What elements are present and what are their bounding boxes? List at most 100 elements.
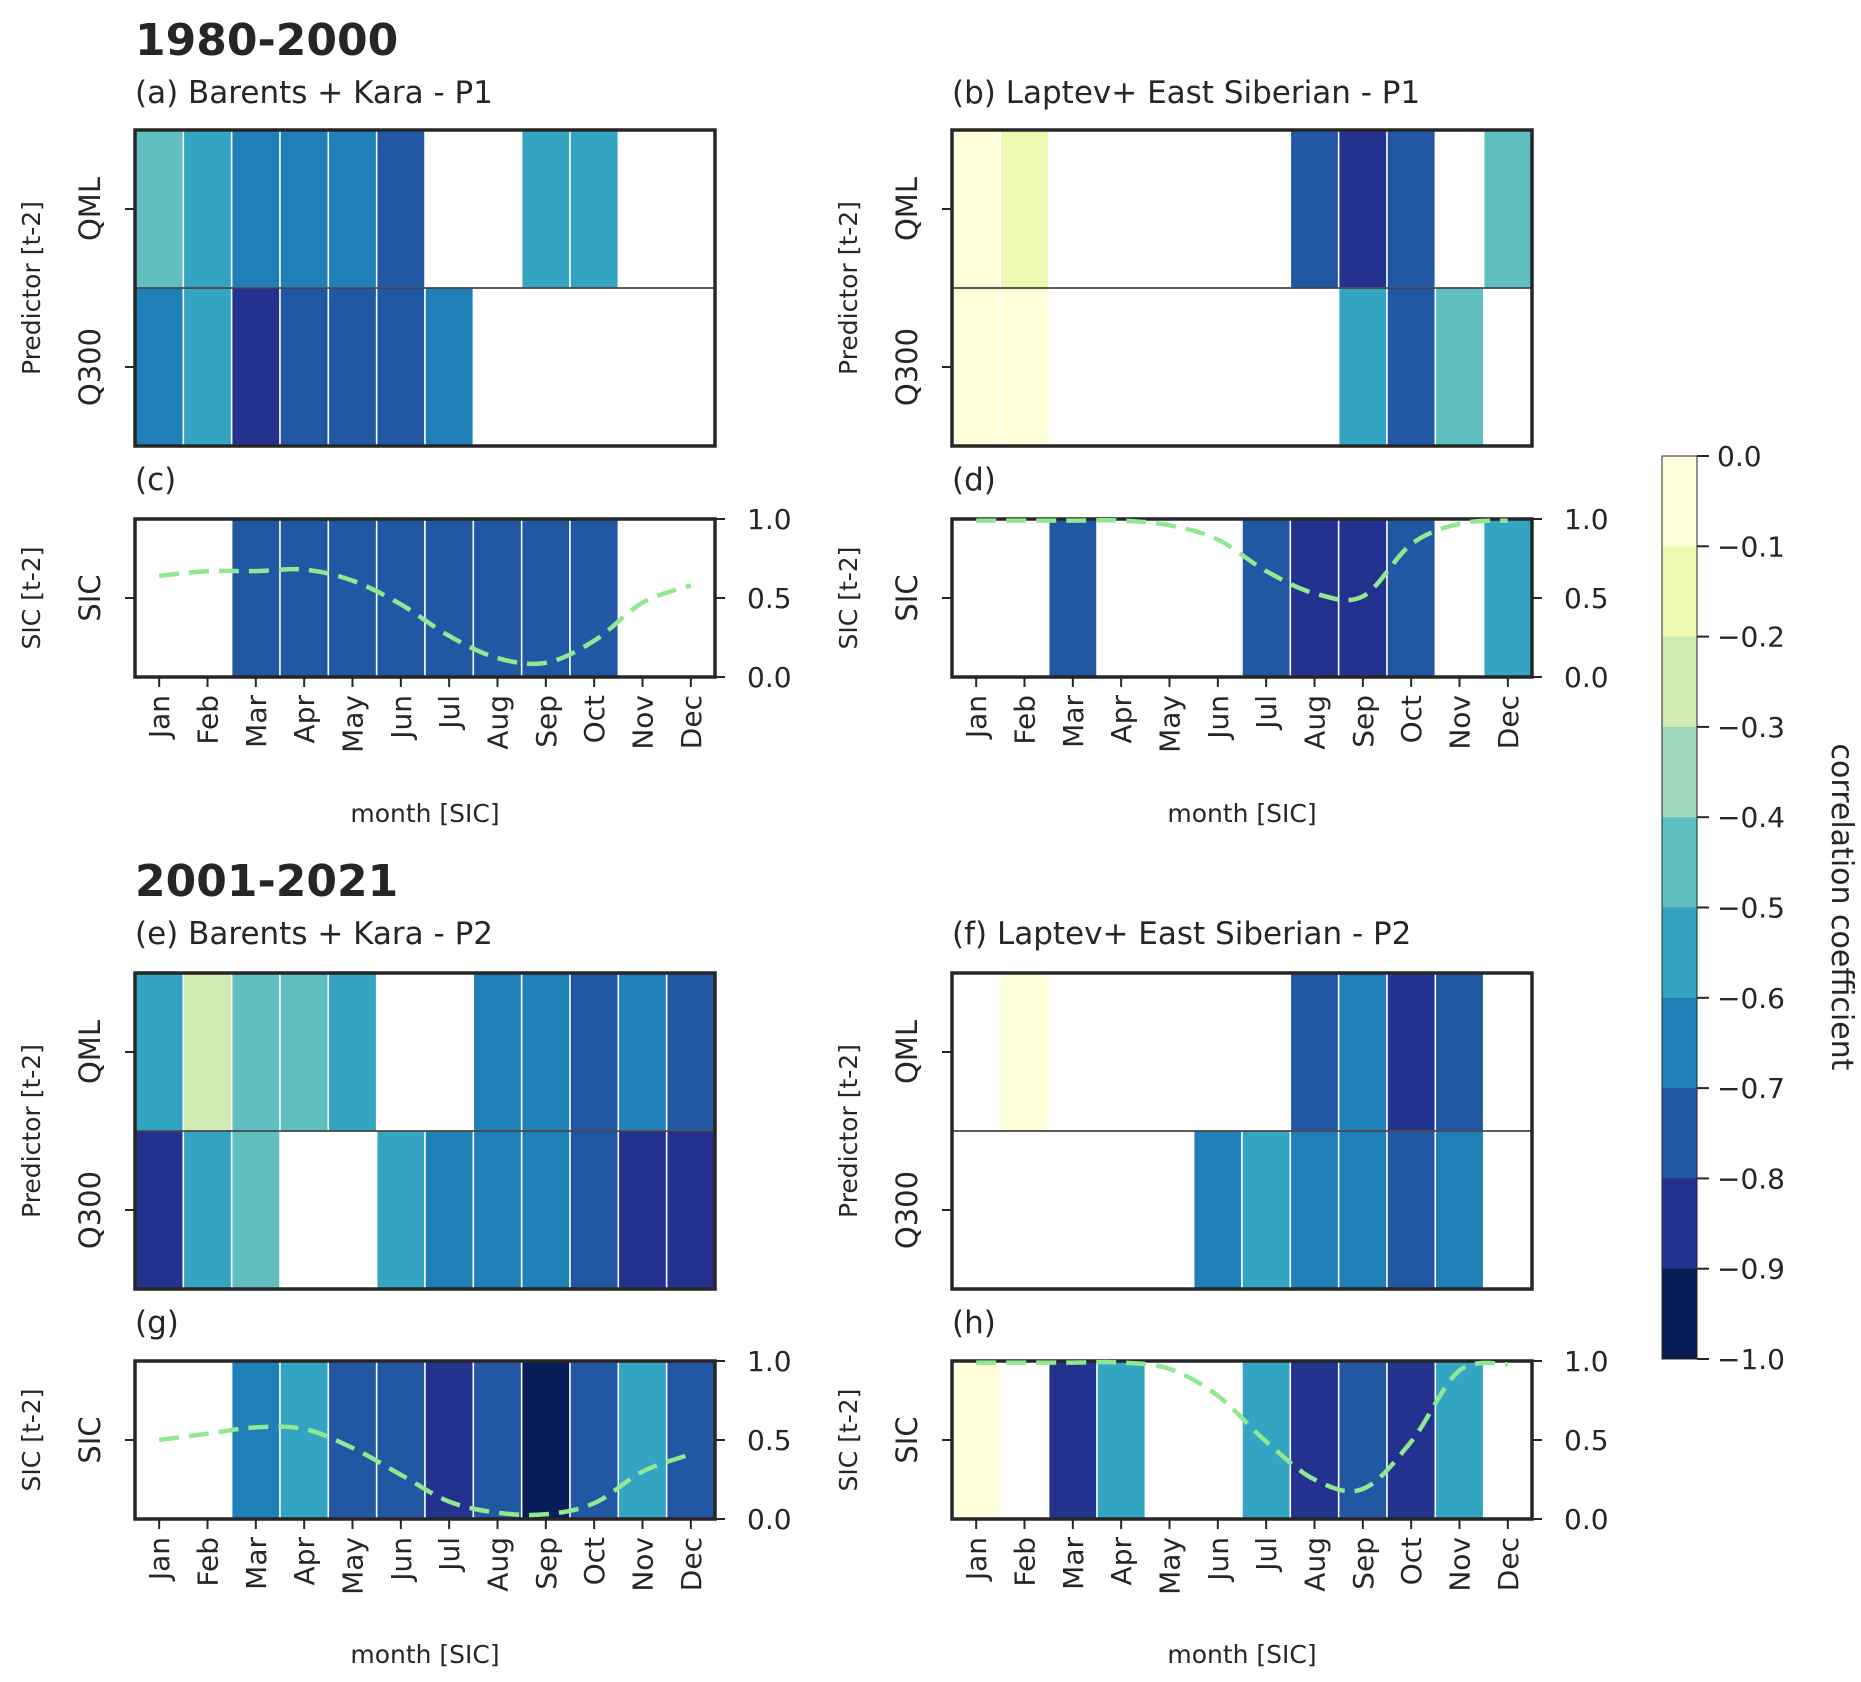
cell-h-sic-nov (1434, 1360, 1485, 1520)
cell-g-sic-sep (520, 1360, 571, 1520)
month-label-c-aug: Aug (482, 695, 515, 750)
sic-panel-d: (d) Jan Feb Mar Apr May Jun Jul Aug Sep Oct Nov Dec… (834, 462, 1609, 828)
cell-a-q300-jan (134, 287, 185, 447)
xlabel-c: month [SIC] (350, 799, 499, 828)
month-label-h-sep: Sep (1347, 1537, 1380, 1590)
month-label-h-dec: Dec (1492, 1537, 1525, 1591)
cell-a-qml-feb (182, 129, 233, 289)
row-label-sic-g: SIC (73, 1416, 107, 1463)
panel-title-d: (d) (952, 462, 996, 498)
month-label-h-nov: Nov (1444, 1537, 1477, 1592)
colorbar-tick-label-4: −0.4 (1717, 801, 1785, 834)
colorbar-segment-2 (1662, 636, 1697, 728)
cell-d-sic-mar (1047, 518, 1098, 678)
cell-b-qml-feb (999, 129, 1050, 289)
row-label-qml-f: QML (890, 1020, 924, 1084)
ylabel-h: SIC [t-2] (834, 1389, 863, 1492)
row-label-q300-f: Q300 (890, 1171, 924, 1249)
cell-h-sic-sep (1337, 1360, 1388, 1520)
month-label-d-may: May (1154, 695, 1187, 753)
row-label-q300-a: Q300 (73, 328, 107, 406)
cell-e-qml-aug (472, 972, 523, 1132)
cell-e-qml-jan (134, 972, 185, 1132)
ylabel-c: SIC [t-2] (17, 547, 46, 650)
month-label-d-dec: Dec (1492, 695, 1525, 749)
cell-c-sic-sep (520, 518, 571, 678)
sic-panel-h: (h) Jan Feb Mar Apr May Jun Jul Aug Sep Oct Nov Dec… (834, 1305, 1609, 1669)
cell-g-sic-mar (230, 1360, 281, 1520)
xlabel-d: month [SIC] (1167, 799, 1316, 828)
sic-axis-ticks-g: 0.0 0.5 1.0 (715, 1345, 792, 1536)
month-label-g-may: May (337, 1537, 370, 1595)
cell-b-q300-sep (1337, 287, 1388, 447)
cell-b-qml-jan (951, 129, 1002, 289)
colorbar-tick-label-1: −0.1 (1717, 530, 1785, 563)
cell-c-sic-jun (375, 518, 426, 678)
month-label-g-jun: Jun (385, 1537, 418, 1583)
cell-f-q300-aug (1289, 1130, 1340, 1290)
cell-e-q300-sep (520, 1130, 571, 1290)
cell-g-sic-dec (665, 1360, 716, 1520)
row-label-qml-b: QML (890, 177, 924, 241)
month-label-c-may: May (337, 695, 370, 753)
ylabel-b: Predictor [t-2] (834, 201, 863, 375)
month-label-h-may: May (1154, 1537, 1187, 1595)
ylabel-d: SIC [t-2] (834, 547, 863, 650)
cell-b-qml-aug (1289, 129, 1340, 289)
month-label-g-apr: Apr (288, 1537, 321, 1586)
ylabel-g: SIC [t-2] (17, 1389, 46, 1492)
cell-f-qml-feb (999, 972, 1050, 1132)
colorbar-tick-label-0: 0.0 (1717, 440, 1762, 473)
sic-panel-c: (c) Jan Feb Mar Apr May Jun Jul Aug Sep Oct Nov Dec… (17, 462, 792, 828)
heatmap-cells-g (230, 1360, 716, 1520)
colorbar-segment-0 (1662, 456, 1697, 547)
row-label-sic-d: SIC (890, 574, 924, 621)
colorbar-label: correlation coefficient (1824, 744, 1859, 1071)
cell-a-qml-jun (375, 129, 426, 289)
cell-c-sic-oct (569, 518, 620, 678)
colorbar-tick-label-5: −0.5 (1717, 892, 1785, 925)
cell-a-q300-jul (424, 287, 475, 447)
cell-a-q300-apr (279, 287, 330, 447)
cell-a-qml-oct (569, 129, 620, 289)
sic-tick-label-c-1: 0.5 (747, 582, 792, 615)
colorbar-segment-5 (1662, 907, 1697, 999)
cell-c-sic-jul (424, 518, 475, 678)
month-label-d-aug: Aug (1299, 695, 1332, 750)
cell-b-q300-feb (999, 287, 1050, 447)
cell-e-qml-dec (665, 972, 716, 1132)
cell-h-sic-apr (1096, 1360, 1147, 1520)
row-label-sic-c: SIC (73, 574, 107, 621)
cell-f-qml-nov (1434, 972, 1485, 1132)
month-label-c-apr: Apr (288, 695, 321, 744)
cell-f-q300-sep (1337, 1130, 1388, 1290)
cell-c-sic-apr (279, 518, 330, 678)
cell-g-sic-may (327, 1360, 378, 1520)
sic-tick-label-h-0: 0.0 (1564, 1503, 1609, 1536)
sic-tick-label-d-1: 0.5 (1564, 582, 1609, 615)
month-label-g-mar: Mar (240, 1537, 273, 1590)
heatmap-cells-a (134, 129, 620, 447)
month-label-c-dec: Dec (675, 695, 708, 749)
month-label-c-mar: Mar (240, 695, 273, 748)
colorbar-tick-label-10: −1.0 (1717, 1343, 1785, 1376)
colorbar-segment-7 (1662, 1088, 1697, 1179)
sic-tick-label-g-0: 0.0 (747, 1503, 792, 1536)
cell-e-q300-feb (182, 1130, 233, 1290)
row-label-qml-a: QML (73, 177, 107, 241)
cell-c-sic-may (327, 518, 378, 678)
cell-d-sic-oct (1386, 518, 1437, 678)
colorbar-segment-9 (1662, 1268, 1697, 1360)
cell-d-sic-jul (1241, 518, 1292, 678)
cell-e-qml-sep (520, 972, 571, 1132)
colorbar-tick-label-3: −0.3 (1717, 711, 1785, 744)
colorbar-ticks: 0.0 −0.1 −0.2 −0.3 −0.4 −0.5 −0.6 −0.7 −0.8 −0.9 −… (1697, 440, 1785, 1376)
heatmap-cells-h (951, 1360, 1485, 1520)
month-label-h-jul: Jul (1250, 1537, 1283, 1573)
colorbar-tick-label-9: −0.9 (1717, 1253, 1785, 1286)
sic-axis-ticks-c: 0.0 0.5 1.0 (715, 503, 792, 694)
heatmap-cells-f (999, 972, 1485, 1290)
month-ticks-d: Jan Feb Mar Apr May Jun Jul Aug Sep Oct Nov Dec (960, 677, 1525, 753)
sic-tick-label-g-1: 0.5 (747, 1424, 792, 1457)
colorbar-tick-label-6: −0.6 (1717, 982, 1785, 1015)
